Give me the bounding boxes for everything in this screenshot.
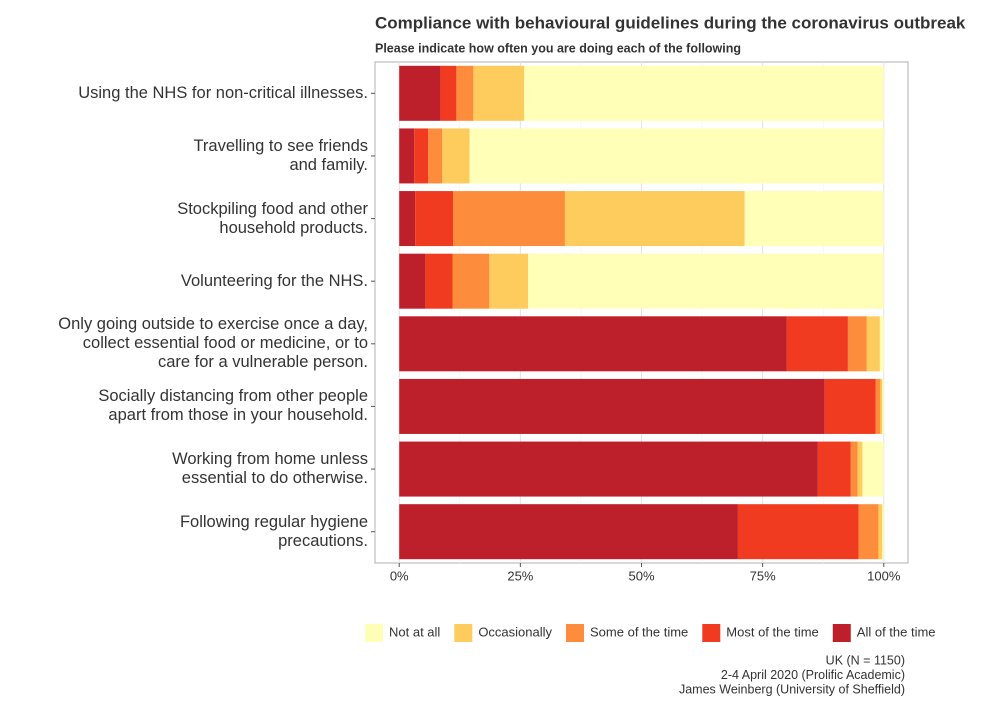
- bar-segment: [737, 504, 859, 560]
- bar-segment: [847, 316, 867, 372]
- bar-segment: [866, 316, 880, 372]
- legend-key: [566, 624, 585, 642]
- bar-segment: [524, 65, 884, 121]
- legend-key: [832, 624, 851, 642]
- bar-segment: [880, 378, 883, 434]
- bar-segment: [850, 441, 858, 497]
- bar-segment: [456, 65, 474, 121]
- y-tick-label: Stockpiling food and other household pro…: [177, 199, 368, 237]
- bar-segment: [425, 253, 453, 309]
- bar-segment: [862, 441, 884, 497]
- bar-segment: [878, 504, 883, 560]
- bar-segment: [428, 128, 443, 184]
- legend-key: [454, 624, 473, 642]
- bar-segment: [399, 191, 416, 247]
- legend-label: Most of the time: [726, 624, 818, 639]
- y-tick-label: Only going outside to exercise once a da…: [58, 315, 368, 372]
- chart-subtitle: Please indicate how often you are doing …: [375, 41, 741, 55]
- bar-segment: [858, 504, 879, 560]
- y-tick-label: Volunteering for the NHS.: [180, 271, 368, 290]
- bar-segment: [399, 504, 738, 560]
- y-tick-label: Working from home unless essential to do…: [172, 450, 368, 488]
- bar-segment: [489, 253, 529, 309]
- x-tick-label: 50%: [628, 568, 654, 583]
- bar-segment: [817, 441, 851, 497]
- caption: James Weinberg (University of Sheffield): [679, 682, 905, 696]
- bar-segment: [469, 128, 884, 184]
- y-tick-label: Following regular hygiene precautions.: [179, 512, 368, 550]
- x-tick-label: 0%: [390, 568, 409, 583]
- x-tick-label: 100%: [867, 568, 901, 583]
- bar-segment: [440, 65, 457, 121]
- bar-segment: [442, 128, 470, 184]
- bar-segment: [879, 316, 884, 372]
- bar-segment: [744, 191, 884, 247]
- bar-segment: [857, 441, 863, 497]
- chart-title: Compliance with behavioural guidelines d…: [375, 13, 966, 32]
- caption: UK (N = 1150): [826, 653, 905, 667]
- y-tick-label: Travelling to see friends and family.: [193, 136, 368, 174]
- bar-segment: [414, 128, 429, 184]
- x-tick-label: 75%: [750, 568, 776, 583]
- bar-segment: [528, 253, 884, 309]
- bar-segment: [564, 191, 745, 247]
- bar-segment: [786, 316, 848, 372]
- legend-label: Occasionally: [478, 624, 552, 639]
- bar-segment: [452, 253, 490, 309]
- bar-segment: [399, 316, 787, 372]
- bar-segment: [399, 441, 818, 497]
- legend-label: All of the time: [857, 624, 936, 639]
- legend-label: Not at all: [389, 624, 440, 639]
- x-tick-label: 25%: [507, 568, 533, 583]
- bar-segment: [882, 504, 884, 560]
- bar-segment: [875, 378, 881, 434]
- bar-segment: [399, 253, 426, 309]
- y-tick-label: Using the NHS for non-critical illnesses…: [78, 83, 368, 102]
- bar-segment: [399, 128, 415, 184]
- bar-segment: [882, 378, 884, 434]
- y-tick-label: Socially distancing from other people ap…: [98, 387, 368, 425]
- bar-segment: [399, 65, 441, 121]
- legend-key: [702, 624, 721, 642]
- bar-segment: [473, 65, 525, 121]
- bar-segment: [399, 378, 825, 434]
- caption: 2-4 April 2020 (Prolific Academic): [721, 668, 905, 682]
- legend-label: Some of the time: [590, 624, 688, 639]
- bar-segment: [415, 191, 454, 247]
- bar-segment: [824, 378, 876, 434]
- bar-segment: [453, 191, 565, 247]
- legend-key: [365, 624, 383, 642]
